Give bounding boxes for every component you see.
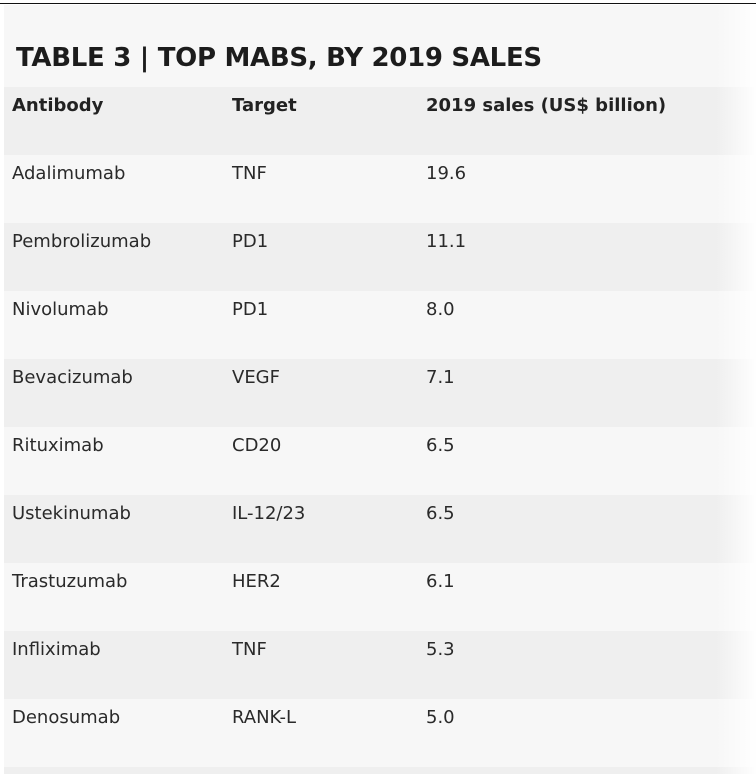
cell-target: IL-12/23 [232,503,306,524]
cell-target: RANK-L [232,707,296,728]
cell-target: CD20 [232,435,282,456]
table-row: Pembrolizumab PD1 11.1 [4,223,756,291]
header-antibody: Antibody [12,95,104,116]
cell-antibody: Infliximab [12,639,101,660]
table-row: Infliximab TNF 5.3 [4,631,756,699]
cell-sales: 6.5 [426,435,455,456]
top-divider [0,3,756,4]
cell-sales: 19.6 [426,163,467,184]
table-row: Ustekinumab IL-12/23 6.5 [4,495,756,563]
cell-sales: 7.1 [426,367,455,388]
cell-sales: 5.0 [426,707,455,728]
cell-antibody: Trastuzumab [12,571,128,592]
table-row: Nivolumab PD1 8.0 [4,291,756,359]
table-title: TABLE 3 | TOP MABS, BY 2019 SALES [16,43,542,73]
header-sales: 2019 sales (US$ billion) [426,95,667,116]
cell-antibody: Bevacizumab [12,367,133,388]
cell-target: TNF [232,639,267,660]
table-row: Bevacizumab VEGF 7.1 [4,359,756,427]
header-target: Target [232,95,297,116]
cell-antibody: Ustekinumab [12,503,131,524]
cell-antibody: Rituximab [12,435,104,456]
table-row: Denosumab RANK-L 5.0 [4,699,756,767]
cell-antibody: Adalimumab [12,163,126,184]
table-header-row: Antibody Target 2019 sales (US$ billion) [4,87,756,155]
cell-sales: 6.5 [426,503,455,524]
cell-target: HER2 [232,571,281,592]
cell-sales: 5.3 [426,639,455,660]
table-row: Adalimumab TNF 19.6 [4,155,756,223]
cell-antibody: Denosumab [12,707,121,728]
cell-target: VEGF [232,367,280,388]
cell-antibody: Nivolumab [12,299,109,320]
table-row-partial [4,767,756,774]
cell-target: PD1 [232,299,269,320]
cell-sales: 8.0 [426,299,455,320]
table-row: Rituximab CD20 6.5 [4,427,756,495]
table-row: Trastuzumab HER2 6.1 [4,563,756,631]
cell-sales: 11.1 [426,231,467,252]
table-card: TABLE 3 | TOP MABS, BY 2019 SALES Antibo… [4,5,756,774]
cell-target: TNF [232,163,267,184]
cell-sales: 6.1 [426,571,455,592]
cell-target: PD1 [232,231,269,252]
cell-antibody: Pembrolizumab [12,231,152,252]
sales-table: Antibody Target 2019 sales (US$ billion)… [4,87,756,767]
